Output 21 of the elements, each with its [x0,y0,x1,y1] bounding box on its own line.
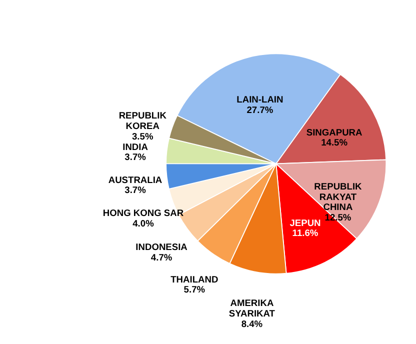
slice-label: INDONESIA [136,242,188,252]
slice-label: REPUBLIK KOREA [118,110,167,132]
slice-label: HONG KONG SAR [102,208,184,218]
slice-label: AUSTRALIA [108,174,162,185]
data-label: 8.4% [241,318,264,329]
slice-label: AMERIKA SYARIKAT [228,298,276,319]
data-label: 11.6% [292,228,319,238]
slice-label: REPUBLIK RAKYAT CHINA [314,182,362,212]
slice-label: LAIN-LAIN [236,94,284,104]
data-label: 5.7% [184,284,206,295]
data-label: 4.0% [132,218,155,228]
data-label: 4.7% [150,252,173,262]
slice-label: THAILAND [170,274,218,284]
slice-label: JEPUN [290,218,322,228]
slice-label: SINGAPURA [306,127,363,138]
slice-label: INDIA [122,142,148,152]
data-label: 3.7% [124,185,147,196]
data-label: 14.5% [321,138,348,148]
data-label: 27.7% [246,104,274,115]
data-label: 3.7% [124,152,147,162]
data-label: 3.5% [132,131,154,142]
